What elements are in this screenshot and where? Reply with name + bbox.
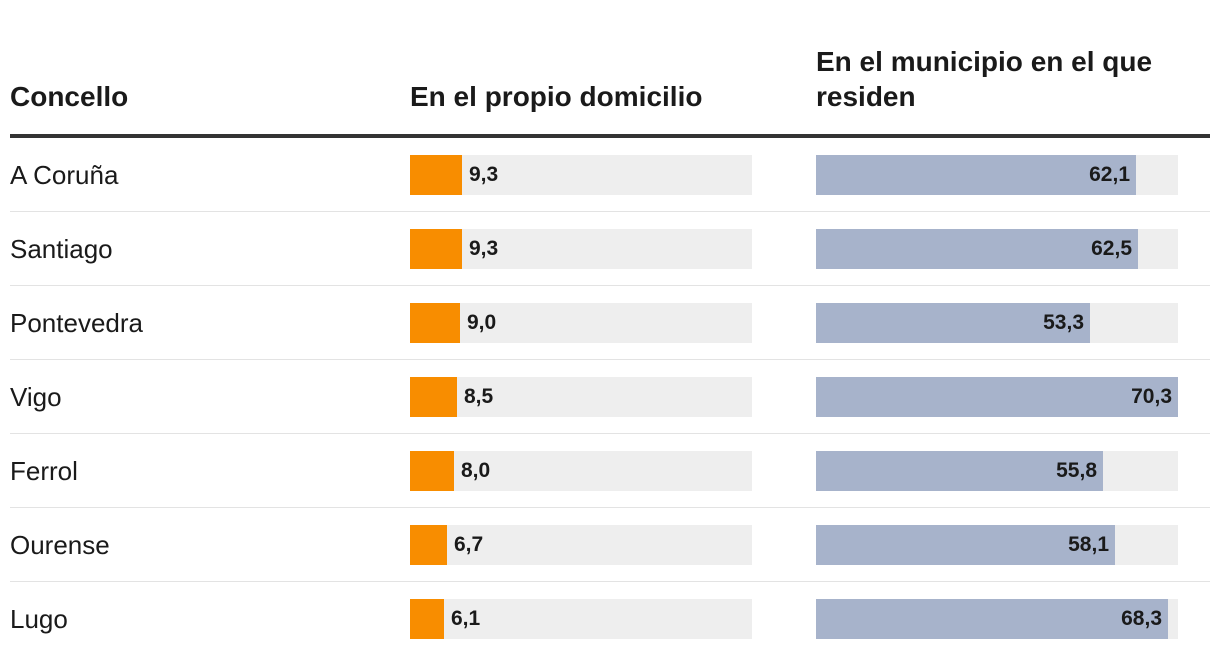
- row-concello-label: Ferrol: [10, 456, 78, 486]
- municipio-bar-track: 62,5: [816, 229, 1178, 269]
- municipio-bar: [816, 525, 1115, 565]
- municipio-bar-track: 68,3: [816, 599, 1178, 639]
- row-concello-label: Vigo: [10, 382, 62, 412]
- municipio-bar-track: 70,3: [816, 377, 1178, 417]
- municipio-bar: [816, 599, 1168, 639]
- municipio-value-label: 55,8: [1056, 459, 1097, 482]
- domicilio-value-label: 9,0: [467, 311, 497, 334]
- municipio-value-label: 70,3: [1131, 385, 1172, 408]
- table-row: Vigo 8,5 70,3: [10, 360, 1210, 434]
- header-municipio: En el municipio en el que residen: [816, 46, 1153, 112]
- domicilio-bar: [410, 229, 462, 269]
- domicilio-bar-track: 9,0: [410, 303, 752, 343]
- row-concello-label: Ourense: [10, 530, 110, 560]
- domicilio-value-label: 8,0: [461, 459, 491, 482]
- municipio-bar-track: 62,1: [816, 155, 1178, 195]
- domicilio-value-label: 9,3: [469, 237, 499, 260]
- domicilio-bar: [410, 451, 454, 491]
- municipio-bar-track: 53,3: [816, 303, 1178, 343]
- municipio-value-label: 68,3: [1121, 607, 1162, 630]
- municipio-bar: [816, 155, 1136, 195]
- domicilio-bar-track: 9,3: [410, 155, 752, 195]
- municipio-value-label: 58,1: [1068, 533, 1109, 556]
- municipio-value-label: 62,1: [1089, 163, 1130, 186]
- domicilio-bar-track: 8,0: [410, 451, 752, 491]
- table-row: Ferrol 8,0 55,8: [10, 434, 1210, 508]
- domicilio-bar-track: 8,5: [410, 377, 752, 417]
- table-row: Lugo 6,1 68,3: [10, 582, 1210, 655]
- domicilio-bar-track: 6,7: [410, 525, 752, 565]
- municipio-bar: [816, 229, 1138, 269]
- domicilio-bar-track: 9,3: [410, 229, 752, 269]
- municipio-value-label: 53,3: [1043, 311, 1084, 334]
- domicilio-bar: [410, 377, 457, 417]
- row-concello-label: Lugo: [10, 604, 68, 634]
- domicilio-value-label: 6,1: [451, 607, 481, 630]
- row-concello-label: Pontevedra: [10, 308, 143, 338]
- table-header: Concello En el propio domicilio En el mu…: [10, 0, 1210, 138]
- municipio-bar-track: 58,1: [816, 525, 1178, 565]
- domicilio-value-label: 6,7: [454, 533, 484, 556]
- row-concello-label: Santiago: [10, 234, 113, 264]
- domicilio-bar: [410, 525, 447, 565]
- table-row: A Coruña 9,3 62,1: [10, 138, 1210, 212]
- domicilio-bar: [410, 303, 460, 343]
- municipio-value-label: 62,5: [1091, 237, 1132, 260]
- domicilio-value-label: 8,5: [464, 385, 494, 408]
- municipio-bar: [816, 303, 1090, 343]
- chart-table: Concello En el propio domicilio En el mu…: [10, 0, 1210, 655]
- domicilio-value-label: 9,3: [469, 163, 499, 186]
- table-row: Santiago 9,3 62,5: [10, 212, 1210, 286]
- domicilio-bar: [410, 155, 462, 195]
- table-body: A Coruña 9,3 62,1 Santiago 9,3 62,5 Pontevedra…: [10, 138, 1210, 655]
- table-row: Ourense 6,7 58,1: [10, 508, 1210, 582]
- table-row: Pontevedra 9,0 53,3: [10, 286, 1210, 360]
- municipio-bar: [816, 377, 1178, 417]
- header-domicilio: En el propio domicilio: [410, 81, 703, 112]
- municipio-bar-track: 55,8: [816, 451, 1178, 491]
- header-concello: Concello: [10, 81, 129, 112]
- row-concello-label: A Coruña: [10, 160, 119, 190]
- domicilio-bar-track: 6,1: [410, 599, 752, 639]
- municipio-bar: [816, 451, 1103, 491]
- domicilio-bar: [410, 599, 444, 639]
